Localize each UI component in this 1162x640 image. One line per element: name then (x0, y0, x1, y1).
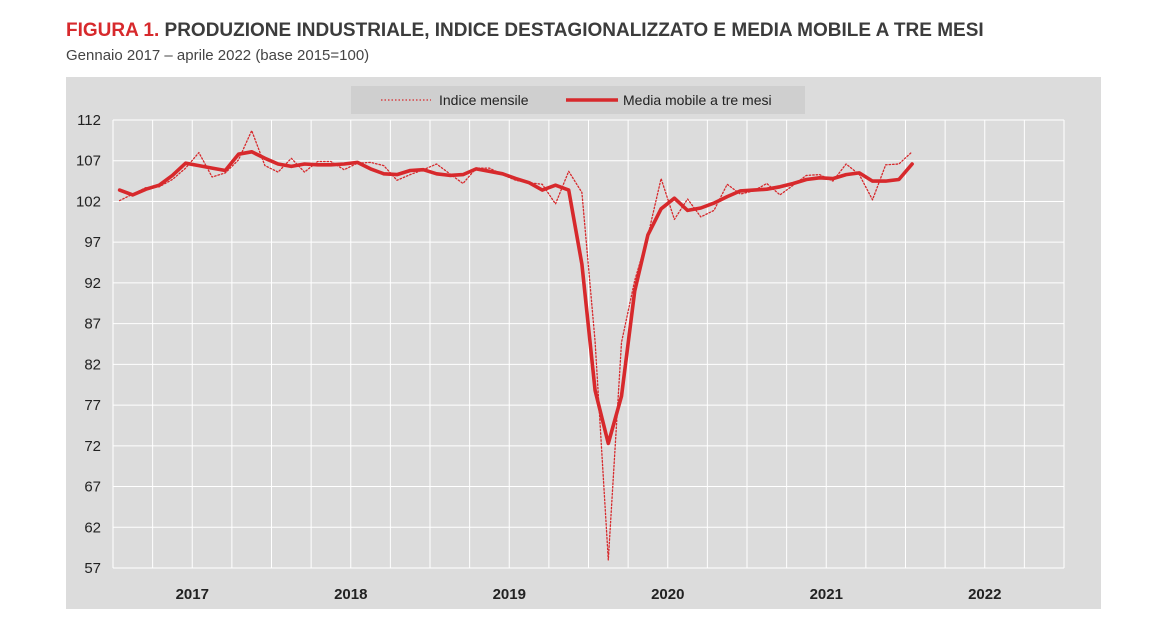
series-line-indice-mensile (118, 129, 913, 561)
y-tick-label: 97 (84, 234, 101, 251)
y-tick-label: 57 (84, 560, 101, 577)
y-tick-label: 72 (84, 438, 101, 455)
legend-label-indice-mensile: Indice mensile (439, 92, 529, 108)
x-year-label: 2022 (968, 586, 1001, 603)
x-year-label: 2019 (493, 586, 526, 603)
y-tick-label: 82 (84, 356, 101, 373)
chart-title: FIGURA 1. PRODUZIONE INDUSTRIALE, INDICE… (66, 20, 984, 42)
y-tick-label: 77 (84, 397, 101, 414)
chart-svg: 112 107 102 97 92 87 82 77 72 67 62 57 2017 2018 2019 2… (76, 86, 1065, 603)
y-tick-label: 112 (77, 112, 101, 129)
legend-label-media-mobile: Media mobile a tre mesi (623, 92, 772, 108)
figure-label: FIGURA 1. (66, 20, 160, 41)
x-year-label: 2017 (176, 586, 209, 603)
y-tick-label: 107 (76, 153, 101, 170)
y-tick-label: 62 (84, 519, 101, 536)
y-tick-label: 67 (84, 479, 101, 496)
x-year-label: 2020 (651, 586, 684, 603)
y-tick-label: 87 (84, 316, 101, 333)
y-tick-label: 92 (84, 275, 101, 292)
chart-area: 112 107 102 97 92 87 82 77 72 67 62 57 2017 2018 2019 2… (66, 77, 1101, 609)
x-year-label: 2021 (810, 586, 843, 603)
chart-subtitle: Gennaio 2017 – aprile 2022 (base 2015=10… (66, 47, 370, 64)
series-line-media-mobile (117, 150, 914, 446)
figure-title-text: PRODUZIONE INDUSTRIALE, INDICE DESTAGION… (164, 20, 984, 41)
y-tick-label: 102 (76, 193, 101, 210)
x-year-label: 2018 (334, 586, 367, 603)
